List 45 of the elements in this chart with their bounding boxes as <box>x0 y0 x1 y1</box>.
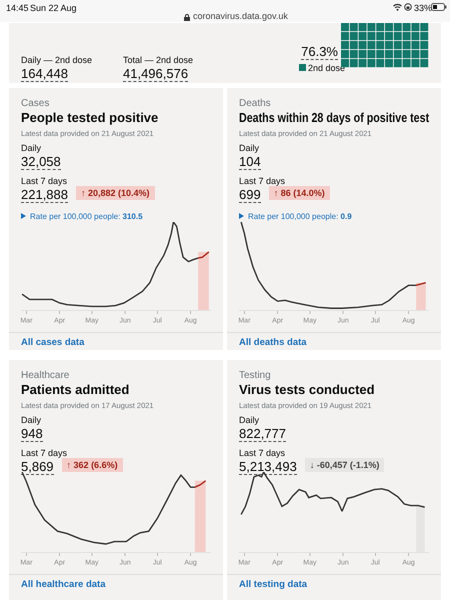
text: 948 <box>21 426 43 442</box>
text: Last 7 days <box>239 176 286 186</box>
text: ↑ 362 (6.6%) <box>62 458 123 472</box>
text: All deaths data <box>239 337 307 348</box>
text: 310.5 <box>122 212 143 221</box>
text: ↑ 20,882 (10.4%) <box>76 186 155 200</box>
text: All healthcare data <box>21 579 106 590</box>
text: 14:45 <box>6 3 29 13</box>
annotation: 5,213,493 <box>239 459 297 475</box>
text: 164,448 <box>21 66 68 82</box>
text: 221,888 <box>21 187 68 203</box>
text: Daily <box>21 143 42 153</box>
text: All cases data <box>21 337 84 348</box>
text: Last 7 days <box>239 448 286 458</box>
text: Rate per 100,000 people: <box>30 212 122 221</box>
text: Total — 2nd dose <box>123 55 194 65</box>
chart-title: Patients admitted <box>21 382 130 397</box>
text: Last 7 days <box>21 176 68 186</box>
chart-title: People tested positive <box>21 110 160 125</box>
text: Healthcare <box>21 370 70 381</box>
annotation: 5,869 <box>21 459 54 475</box>
text: 76.3% <box>301 44 338 60</box>
text: ↓ -60,457 (-1.1%) <box>304 458 384 472</box>
chart-title: Deaths within 28 days of positive test <box>239 110 430 125</box>
text: Cases <box>21 98 50 109</box>
text: 41,496,576 <box>123 66 188 82</box>
text: Daily <box>239 415 260 425</box>
text: Daily <box>21 415 42 425</box>
text: 33% <box>414 3 432 13</box>
text: 104 <box>239 154 261 170</box>
text: ↑ 86 (14.0%) <box>268 186 330 200</box>
text: 699 <box>239 187 261 203</box>
text: 822,777 <box>239 426 286 442</box>
text: coronavirus.data.gov.uk <box>193 11 288 21</box>
chart-title: Virus tests conducted <box>239 382 376 397</box>
text: Deaths <box>239 98 272 109</box>
text: 32,058 <box>21 154 61 170</box>
text: 0.9 <box>340 212 352 221</box>
text: Last 7 days <box>21 448 68 458</box>
text: Daily — 2nd dose <box>21 55 92 65</box>
text: Daily <box>239 143 260 153</box>
text: Sun 22 Aug <box>30 3 77 13</box>
text: All testing data <box>239 579 308 590</box>
text: Testing <box>239 370 272 381</box>
text: Rate per 100,000 people: <box>248 212 340 221</box>
